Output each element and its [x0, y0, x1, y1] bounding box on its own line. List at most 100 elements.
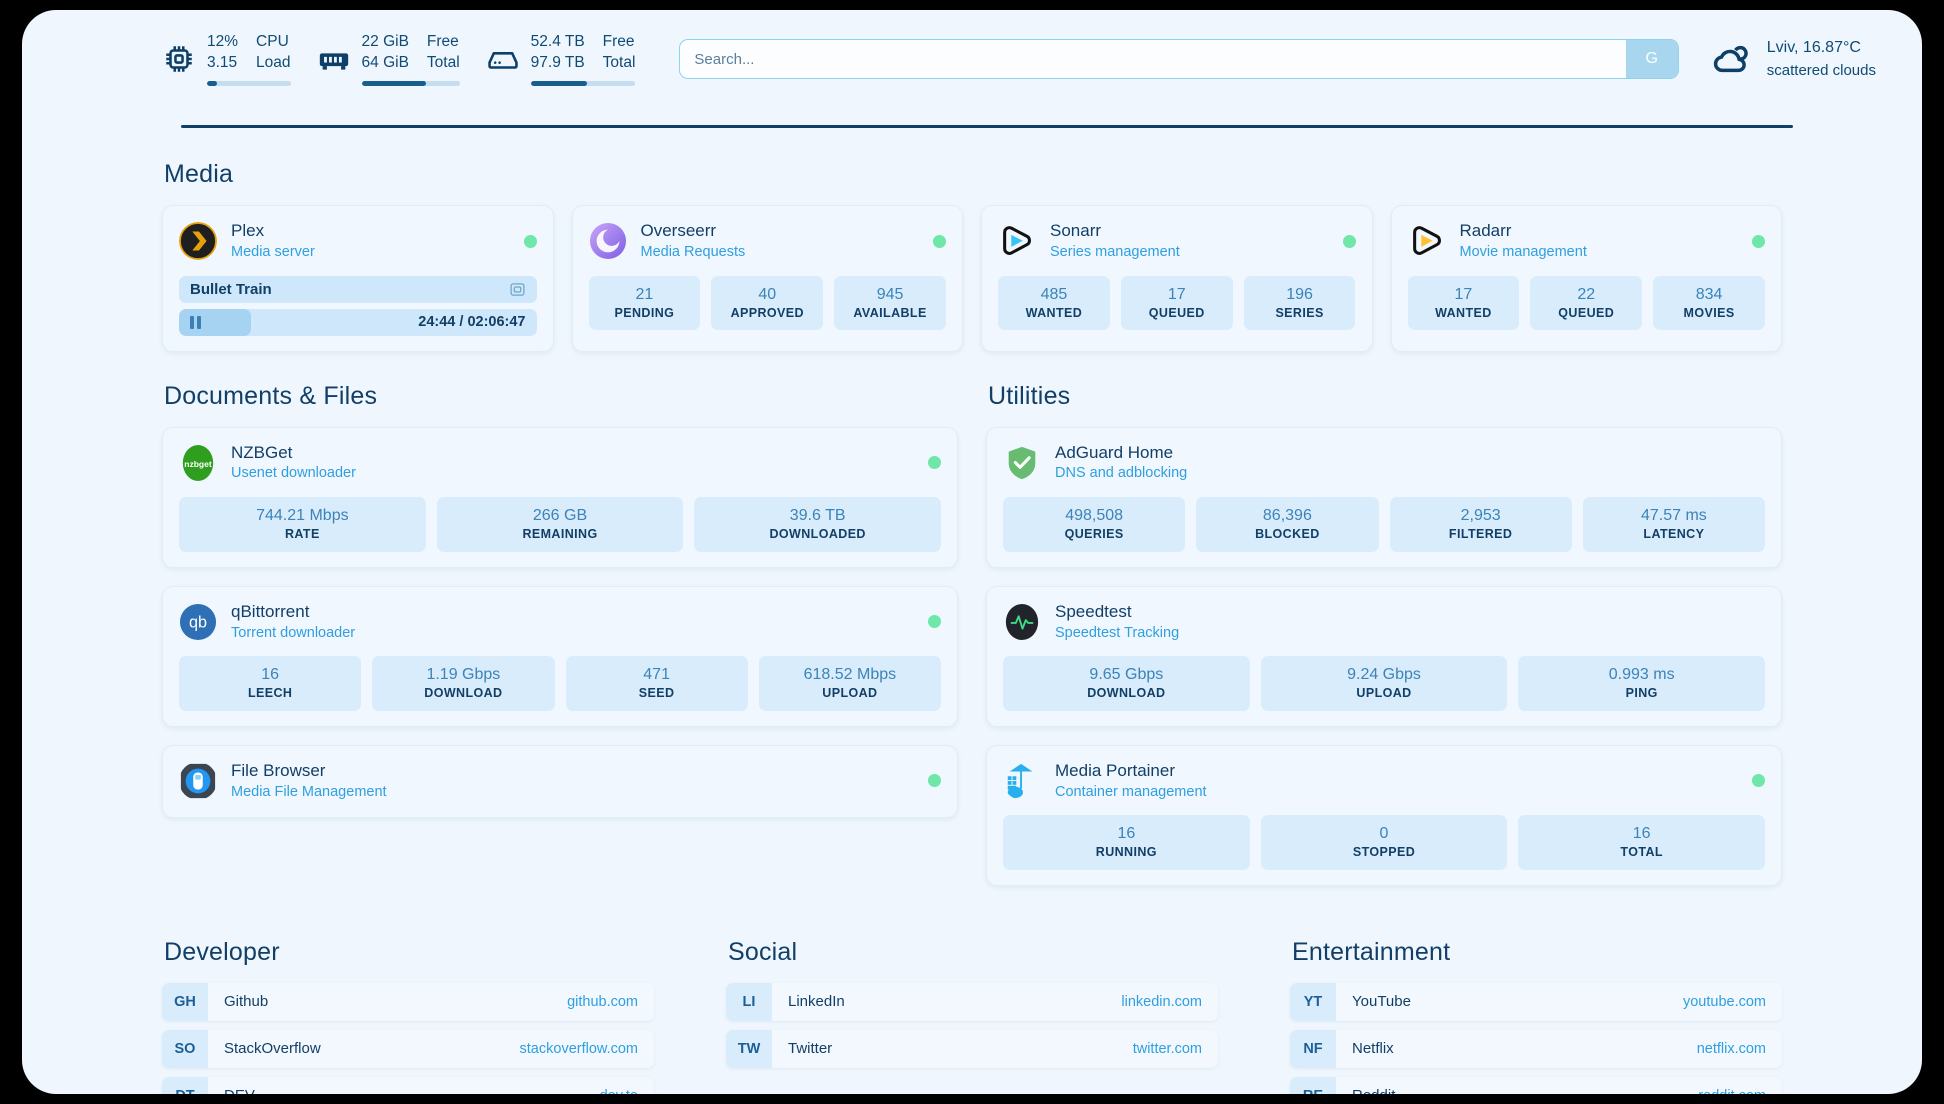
- bookmark-item[interactable]: GH Github github.com: [162, 982, 654, 1021]
- service-card-sonarr[interactable]: Sonarr Series management 485 WANTED 17 Q…: [981, 205, 1373, 352]
- stat-label: QUERIES: [1064, 527, 1124, 542]
- cpu-icon: [162, 42, 196, 76]
- stat-label: LEECH: [247, 686, 293, 701]
- service-card-adguard[interactable]: AdGuard Home DNS and adblocking 498,508 …: [986, 426, 1782, 568]
- memory-free-value: 22 GiB: [361, 33, 409, 51]
- svg-text:qb: qb: [189, 614, 207, 632]
- search-input[interactable]: [680, 40, 1626, 78]
- stat-value: 471: [643, 666, 670, 684]
- memory-total-label: Total: [426, 54, 460, 71]
- stat-value: 945: [876, 285, 904, 303]
- bookmark-item[interactable]: YT YouTube youtube.com: [1290, 982, 1782, 1021]
- bookmark-name: Github: [224, 993, 269, 1011]
- bookmark-item[interactable]: SO StackOverflow stackoverflow.com: [162, 1029, 654, 1068]
- stat-label: DOWNLOAD: [1087, 686, 1166, 701]
- stat-tile: 618.52 Mbps UPLOAD: [758, 656, 941, 711]
- service-name: NZBGet: [231, 442, 293, 462]
- now-playing-title-bar[interactable]: Bullet Train: [179, 275, 537, 303]
- stat-value: 9.24 Gbps: [1347, 666, 1421, 684]
- stat-row: 16 LEECH 1.19 Gbps DOWNLOAD 471 SEED: [179, 656, 941, 711]
- service-card-qbittorrent[interactable]: qb qBittorrent Torrent downloader: [162, 585, 958, 727]
- stat-label: FILTERED: [1448, 527, 1513, 542]
- stat-tile: 86,396 BLOCKED: [1196, 497, 1379, 552]
- resource-widget-disk: 52.4 TB 97.9 TB Free Total: [486, 32, 636, 86]
- bookmark-abbr: YT: [1290, 982, 1336, 1021]
- bookmarks-row: Developer GH Github github.com SO StackO…: [162, 938, 1782, 1094]
- stat-label: SERIES: [1275, 305, 1324, 320]
- stat-tile: 40 APPROVED: [711, 275, 824, 331]
- plex-icon: [179, 222, 217, 261]
- service-card-filebrowser[interactable]: File Browser Media File Management: [162, 744, 958, 819]
- service-card-portainer[interactable]: Media Portainer Container management 16 …: [986, 744, 1782, 886]
- memory-usage-bar: [361, 80, 460, 86]
- service-card-plex[interactable]: Plex Media server Bullet Train: [162, 205, 554, 352]
- bookmark-name: Netflix: [1352, 1040, 1394, 1058]
- service-card-radarr[interactable]: Radarr Movie management 17 WANTED 22 QUE…: [1390, 205, 1782, 352]
- sonarr-icon: [998, 222, 1036, 260]
- status-badge: [928, 774, 941, 788]
- bookmark-item[interactable]: LI LinkedIn linkedin.com: [726, 982, 1218, 1021]
- cpu-label: CPU: [256, 33, 289, 51]
- stat-row: 498,508 QUERIES 86,396 BLOCKED 2,953 FIL…: [1003, 497, 1765, 552]
- stat-tile: 485 WANTED: [998, 275, 1110, 331]
- stat-tile: 39.6 TB DOWNLOADED: [694, 497, 942, 552]
- stat-label: UPLOAD: [1356, 686, 1412, 701]
- now-playing-progress[interactable]: 24:44 / 02:06:47: [179, 308, 537, 336]
- stat-tile: 498,508 QUERIES: [1003, 497, 1186, 552]
- stat-label: RUNNING: [1095, 845, 1157, 860]
- stat-value: 16: [1117, 825, 1136, 843]
- search-area: G: [679, 39, 1679, 79]
- stat-label: TOTAL: [1620, 845, 1663, 860]
- bookmark-name: LinkedIn: [788, 993, 845, 1011]
- stat-label: DOWNLOADED: [769, 527, 866, 542]
- service-desc: Media File Management: [231, 783, 387, 800]
- service-name: File Browser: [231, 760, 326, 780]
- stat-value: 485: [1040, 285, 1068, 303]
- stat-value: 744.21 Mbps: [256, 507, 349, 524]
- adguard-icon: [1003, 444, 1041, 482]
- search-submit-button[interactable]: G: [1625, 40, 1678, 78]
- bookmark-item[interactable]: DT DEV dev.to: [162, 1076, 654, 1094]
- bookmark-url: linkedin.com: [1121, 993, 1202, 1010]
- portainer-icon: [1003, 762, 1041, 800]
- stat-tile: 0.993 ms PING: [1518, 656, 1766, 711]
- filebrowser-icon: [179, 762, 217, 800]
- column-documents: Documents & Files nzbget NZBGet: [162, 382, 958, 886]
- dashboard-page: 12% 3.15 CPU Load: [22, 10, 1922, 1094]
- status-badge: [928, 456, 941, 470]
- service-desc: Torrent downloader: [231, 624, 356, 641]
- resource-widget-memory: 22 GiB 64 GiB Free Total: [317, 32, 460, 86]
- service-card-nzbget[interactable]: nzbget NZBGet Usenet downloader 74: [162, 426, 958, 568]
- service-card-overseerr[interactable]: Overseerr Media Requests 21 PENDING 40 A…: [571, 205, 963, 352]
- stat-tile: 16 LEECH: [179, 656, 362, 711]
- service-name: Radarr: [1459, 221, 1512, 240]
- search-box[interactable]: G: [679, 39, 1679, 79]
- card-header: Radarr Movie management: [1408, 220, 1765, 263]
- cloud-icon: [1709, 37, 1753, 81]
- bookmark-url: github.com: [567, 993, 638, 1010]
- card-header: File Browser Media File Management: [179, 760, 941, 803]
- stat-value: 86,396: [1262, 507, 1312, 524]
- cast-icon[interactable]: [509, 281, 526, 298]
- stat-label: DOWNLOAD: [424, 686, 503, 701]
- stat-tile: 1.19 Gbps DOWNLOAD: [372, 656, 555, 711]
- bookmark-item[interactable]: TW Twitter twitter.com: [726, 1029, 1218, 1068]
- pause-icon[interactable]: [190, 315, 201, 329]
- bookmark-url: twitter.com: [1132, 1040, 1202, 1057]
- stat-label: QUEUED: [1558, 305, 1615, 320]
- bookmark-group-entertainment: Entertainment YT YouTube youtube.com NF …: [1290, 938, 1782, 1094]
- disk-usage-bar: [530, 80, 636, 86]
- stat-value: 39.6 TB: [789, 507, 846, 524]
- weather-location-temp: Lviv, 16.87°C: [1766, 39, 1861, 57]
- header-divider: [181, 125, 1793, 128]
- qbittorrent-icon: qb: [179, 603, 217, 641]
- bookmark-item[interactable]: NF Netflix netflix.com: [1290, 1029, 1782, 1068]
- mid-columns: Documents & Files nzbget NZBGet: [162, 382, 1782, 886]
- bookmark-abbr: RE: [1290, 1076, 1336, 1094]
- stat-value: 21: [635, 285, 654, 303]
- memory-icon: [317, 42, 351, 76]
- section-title-documents: Documents & Files: [164, 381, 378, 410]
- bookmark-item[interactable]: RE Reddit reddit.com: [1290, 1076, 1782, 1094]
- service-card-speedtest[interactable]: Speedtest Speedtest Tracking 9.65 Gbps D…: [986, 585, 1782, 727]
- weather-widget: Lviv, 16.87°C scattered clouds: [1709, 37, 1876, 81]
